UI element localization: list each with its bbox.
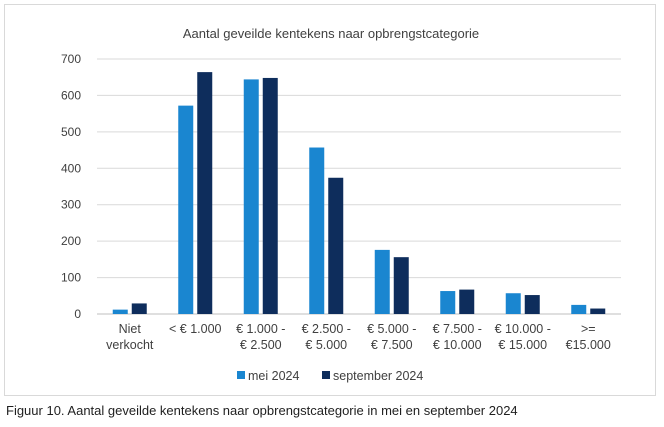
bar-september-2024	[590, 308, 606, 314]
x-tick-label: € 7.500 -	[433, 322, 482, 336]
figure-caption: Figuur 10. Aantal geveilde kentekens naa…	[6, 403, 518, 418]
legend-swatch	[322, 371, 330, 379]
x-tick-label: Niet	[119, 322, 142, 336]
bar-september-2024	[459, 289, 475, 314]
y-tick-label: 100	[61, 271, 81, 285]
y-tick-label: 0	[74, 307, 81, 321]
chart-title: Aantal geveilde kentekens naar opbrengst…	[183, 26, 479, 41]
bar-mei-2024	[178, 105, 194, 314]
x-tick-label: € 7.500	[371, 338, 413, 352]
x-tick-label: € 2.500 -	[302, 322, 351, 336]
x-tick-label: € 10.000	[433, 338, 482, 352]
y-tick-label: 700	[61, 52, 81, 66]
bar-mei-2024	[243, 79, 259, 315]
bar-chart: Aantal geveilde kentekens naar opbrengst…	[61, 26, 621, 383]
x-tick-label: € 5.000	[305, 338, 347, 352]
x-tick-label: € 5.000 -	[367, 322, 416, 336]
bar-mei-2024	[309, 147, 325, 314]
x-tick-label: € 15.000	[498, 338, 547, 352]
bar-september-2024	[328, 177, 344, 314]
bar-mei-2024	[374, 249, 390, 314]
y-tick-label: 300	[61, 198, 81, 212]
y-tick-label: 600	[61, 88, 81, 102]
x-tick-label: < € 1.000	[169, 322, 222, 336]
bar-mei-2024	[440, 291, 456, 314]
y-tick-label: 400	[61, 161, 81, 175]
x-tick-label: € 10.000 -	[495, 322, 551, 336]
legend-label: mei 2024	[248, 369, 299, 383]
bar-mei-2024	[505, 293, 521, 314]
chart-frame: Aantal geveilde kentekens naar opbrengst…	[4, 4, 656, 396]
legend-swatch	[237, 371, 245, 379]
y-tick-label: 500	[61, 125, 81, 139]
bar-september-2024	[197, 72, 213, 314]
y-tick-label: 200	[61, 234, 81, 248]
bar-september-2024	[262, 77, 278, 314]
x-tick-label: € 2.500	[240, 338, 282, 352]
bar-september-2024	[524, 295, 540, 314]
x-tick-label: € 1.000 -	[236, 322, 285, 336]
legend-label: september 2024	[333, 369, 423, 383]
bar-september-2024	[393, 257, 409, 314]
x-tick-label: >=	[581, 322, 596, 336]
x-tick-label: verkocht	[106, 338, 154, 352]
bar-mei-2024	[571, 304, 587, 314]
x-tick-label: €15.000	[566, 338, 611, 352]
bar-mei-2024	[112, 309, 128, 314]
bar-september-2024	[131, 303, 147, 314]
